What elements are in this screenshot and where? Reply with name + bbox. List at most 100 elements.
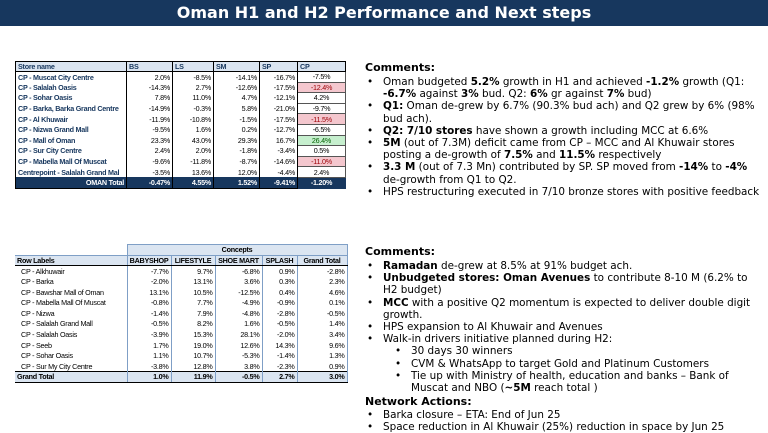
column-header: SP (259, 61, 298, 72)
total-value-cell: -1.20% (297, 176, 346, 189)
value-cell: -2.3% (262, 361, 298, 372)
value-cell: 4.6% (297, 286, 348, 298)
comments-heading: Comments: (365, 245, 436, 258)
column-header: SM (213, 61, 260, 72)
total-value-cell: 4.55% (172, 177, 214, 189)
store-name-cell: CP - Seeb (15, 339, 128, 351)
value-cell: 9.6% (297, 339, 348, 351)
column-header: Store name (15, 61, 127, 72)
value-cell: 0.3% (262, 276, 298, 287)
comments-h2: Comments: Ramadan de-grew at 8.5% at 91%… (365, 245, 765, 433)
comment-item: Q1: Oman de-grew by 6.7% (90.3% bud ach)… (365, 100, 765, 124)
column-header: BABYSHOP (127, 254, 172, 267)
value-cell: -0.9% (262, 297, 298, 309)
store-name-cell: CP - Mall of Oman (15, 135, 127, 146)
value-cell: 14.3% (262, 339, 298, 351)
comment-sub-item: Tie up with Ministry of health, educatio… (365, 370, 765, 394)
total-value-cell: 3.0% (297, 371, 348, 383)
table-row: CP - Seeb 1.7% 19.0% 12.6% 14.3% 9.6% (15, 339, 348, 351)
store-name-cell: CP - Sohar Oasis (15, 92, 127, 104)
value-cell: -0.3% (172, 103, 214, 114)
comment-item: HPS expansion to Al Khuwair and Avenues (365, 321, 765, 333)
store-name-cell: Centrepoint - Salalah Grand Mal (15, 166, 127, 178)
value-cell: -1.4% (262, 350, 298, 362)
value-cell: 23.3% (126, 135, 173, 146)
total-value-cell: -0.47% (126, 177, 173, 189)
total-label: Grand Total (15, 371, 128, 383)
value-cell: 16.7% (259, 135, 298, 146)
value-cell: 1.6% (215, 318, 263, 330)
total-value-cell: -0.5% (215, 371, 263, 383)
value-cell: -4.9% (215, 297, 263, 309)
value-cell: 11.0% (172, 92, 214, 104)
comment-item: Walk-in drivers initiative planned durin… (365, 333, 765, 345)
value-cell: -0.8% (127, 297, 172, 309)
value-cell: 19.0% (171, 339, 216, 351)
value-cell: 1.3% (297, 350, 348, 362)
cp-value-cell: -11.0% (297, 155, 346, 168)
store-performance-table: Store name BS LS SM SP CP CP - Muscat Ci… (15, 61, 346, 189)
value-cell: 12.6% (215, 339, 263, 351)
value-cell: -16.7% (259, 71, 298, 83)
value-cell: 8.2% (171, 318, 216, 330)
value-cell: -1.5% (213, 113, 260, 125)
column-header: BS (126, 61, 173, 72)
cp-value-cell: -7.5% (297, 71, 346, 83)
network-action-item: Space reduction in Al Khuwair (25%) redu… (365, 421, 765, 433)
value-cell: -2.8% (262, 308, 298, 319)
value-cell: -21.0% (259, 103, 298, 114)
store-name-cell: CP - Sohar Oasis (15, 350, 128, 362)
value-cell: -8.5% (172, 71, 214, 83)
value-cell: -14.3% (126, 82, 173, 93)
value-cell: -4.8% (215, 308, 263, 319)
value-cell: 7.8% (126, 92, 173, 104)
comments-list: Ramadan de-grew at 8.5% at 91% budget ac… (365, 260, 765, 394)
value-cell: 2.0% (172, 145, 214, 157)
value-cell: -12.5% (215, 286, 263, 298)
value-cell: -7.7% (127, 265, 172, 277)
table-row: CP - Nizwa Grand Mall -9.5% 1.6% 0.2% -12.7%… (15, 123, 346, 136)
value-cell: -4.4% (259, 166, 298, 178)
store-name-cell: CP - Sur My City Centre (15, 361, 128, 372)
store-name-cell: CP - Salalah Grand Mall (15, 318, 128, 330)
table-row: CP - Mabella Mall Of Muscat -0.8% 7.7% -4.9… (15, 297, 348, 309)
table-row: CP - Sur City Centre 2.4% 2.0% -1.8% -3.4% 0.… (15, 145, 346, 157)
network-action-item: Barka closure – ETA: End of Jun 25 (365, 409, 765, 421)
value-cell: 43.0% (172, 135, 214, 146)
value-cell: 0.4% (262, 286, 298, 298)
table-row: CP - Salalah Oasis -3.9% 15.3% 28.1% -2.0% 3.… (15, 329, 348, 340)
total-row: OMAN Total -0.47% 4.55% 1.52% -9.41% -1.20% (15, 176, 346, 189)
store-name-cell: CP - Sur City Centre (15, 145, 127, 157)
table-row: CP - Salalah Grand Mall -0.5% 8.2% 1.6% -0.5… (15, 318, 348, 330)
cp-value-cell: 2.4% (297, 166, 346, 178)
comment-item: MCC with a positive Q2 momentum is expec… (365, 297, 765, 321)
row-labels-header: Row Labels (15, 254, 128, 267)
value-cell: -14.6% (259, 156, 298, 167)
value-cell: 2.3% (297, 276, 348, 287)
total-value-cell: 11.9% (171, 371, 216, 383)
store-name-cell: CP - Al Khuwair (15, 113, 127, 125)
value-cell: 3.6% (215, 276, 263, 287)
table-row: CP - Mabella Mall Of Muscat -9.6% -11.8% -8… (15, 155, 346, 168)
value-cell: 4.7% (213, 92, 260, 104)
value-cell: 0.9% (262, 265, 298, 277)
value-cell: -12.1% (259, 92, 298, 104)
value-cell: -2.8% (297, 265, 348, 277)
value-cell: 12.8% (171, 361, 216, 372)
value-cell: 12.0% (213, 166, 260, 178)
total-value-cell: 2.7% (262, 371, 298, 383)
comments-h1: Comments: Oman budgeted 5.2% growth in H… (365, 61, 765, 198)
value-cell: 3.4% (297, 329, 348, 340)
comment-item: 3.3 M (out of 7.3 Mn) contributed by SP.… (365, 161, 765, 185)
value-cell: 2.7% (172, 82, 214, 93)
comment-item: Unbudgeted stores: Oman Avenues to contr… (365, 272, 765, 296)
value-cell: -5.3% (215, 350, 263, 362)
value-cell: 7.7% (171, 297, 216, 309)
column-header: CP (297, 61, 346, 72)
grand-total-row: Grand Total 1.0% 11.9% -0.5% 2.7% 3.0% (15, 371, 348, 383)
table-row: CP - Sohar Oasis 7.8% 11.0% 4.7% -12.1% 4.2% (15, 92, 346, 104)
column-header: LIFESTYLE (171, 254, 216, 267)
store-name-cell: CP - Mabella Mall Of Muscat (15, 156, 127, 167)
value-cell: 1.1% (127, 350, 172, 362)
table-row: Centrepoint - Salalah Grand Mal -3.5% 13.6… (15, 166, 346, 178)
